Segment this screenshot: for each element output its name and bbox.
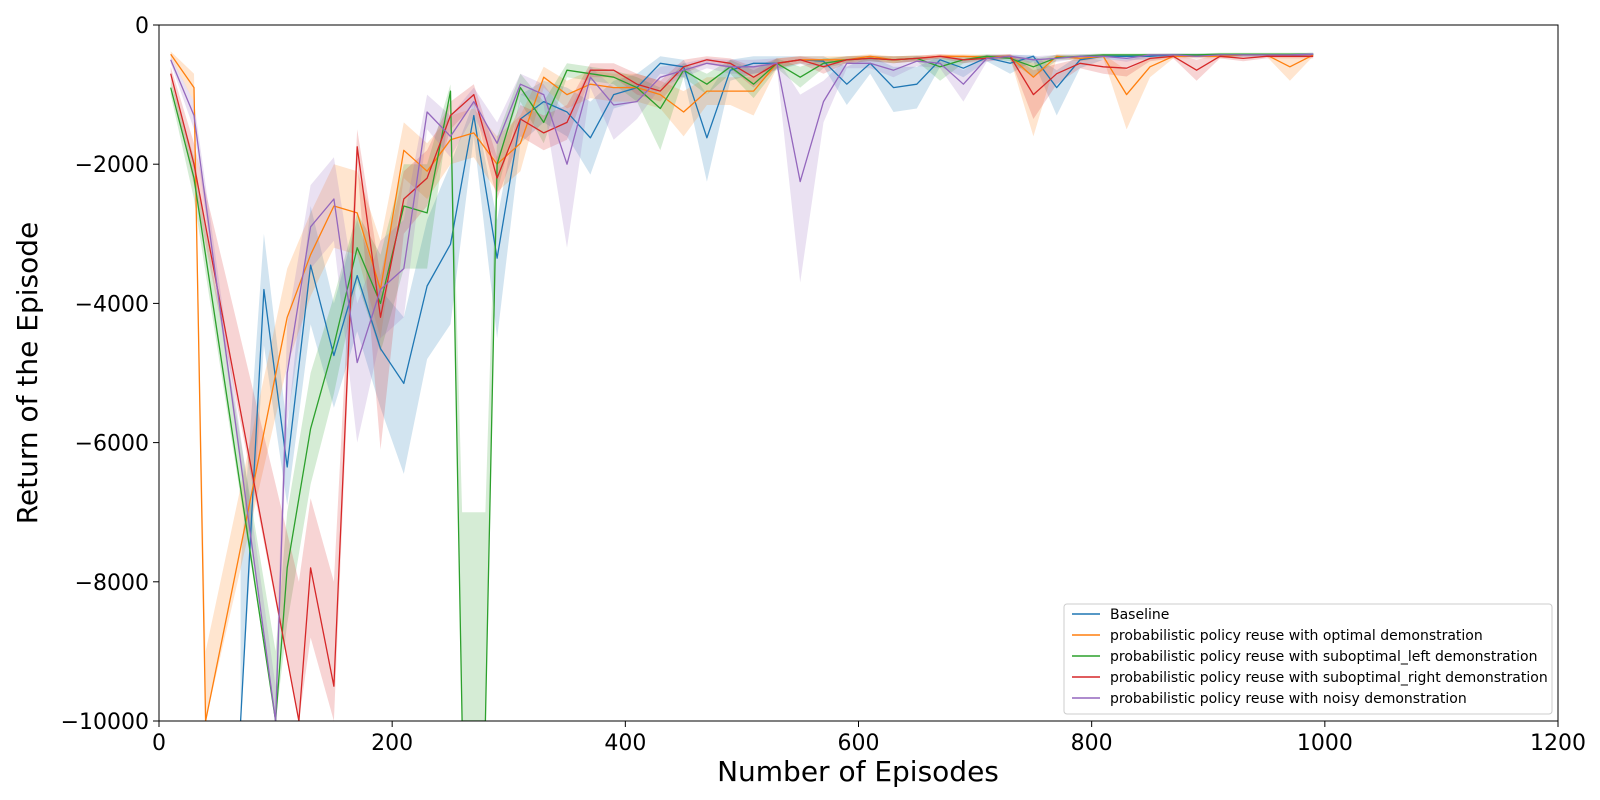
- x-axis: 0 200 400 600 800 1000 1200: [152, 721, 1586, 756]
- x-tick-label: 1200: [1530, 731, 1586, 756]
- x-tick-label: 0: [152, 731, 166, 756]
- band-series-0: [240, 52, 1314, 721]
- confidence-bands: [170, 51, 1314, 721]
- x-tick-label: 800: [1071, 731, 1113, 756]
- line-series-1: [170, 53, 1314, 721]
- line-series-4: [170, 53, 1314, 721]
- series-lines: [170, 53, 1314, 721]
- y-axis-label: Return of the Episode: [11, 222, 44, 525]
- legend-entry: Baseline: [1110, 607, 1169, 623]
- x-axis-label: Number of Episodes: [717, 755, 999, 788]
- y-tick-label: −2000: [75, 153, 149, 178]
- x-tick-label: 200: [371, 731, 413, 756]
- line-series-2: [170, 53, 1314, 721]
- y-tick-label: −8000: [75, 571, 149, 596]
- y-tick-label: −6000: [75, 432, 149, 457]
- legend-box: [1063, 603, 1553, 715]
- legend-entry: probabilistic policy reuse with optimal …: [1110, 628, 1483, 644]
- y-tick-label: 0: [135, 14, 149, 39]
- legend-entry: probabilistic policy reuse with suboptim…: [1110, 670, 1548, 686]
- y-tick-label: −10000: [61, 710, 149, 735]
- legend: Baseline probabilistic policy reuse with …: [1063, 603, 1553, 715]
- y-axis: 0 −2000 −4000 −6000 −8000 −10000: [61, 14, 159, 735]
- x-tick-label: 600: [838, 731, 880, 756]
- legend-entry: probabilistic policy reuse with suboptim…: [1110, 649, 1537, 665]
- y-tick-label: −4000: [75, 292, 149, 317]
- legend-entry: probabilistic policy reuse with noisy de…: [1110, 691, 1467, 707]
- x-tick-label: 1000: [1297, 731, 1353, 756]
- x-tick-label: 400: [604, 731, 646, 756]
